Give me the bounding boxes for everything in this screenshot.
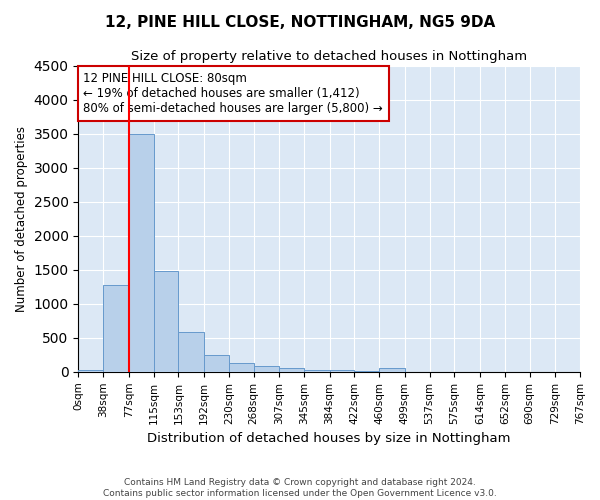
Bar [129,134,154,372]
Bar [154,271,178,372]
Bar [329,370,355,372]
Bar [379,368,405,372]
Bar [178,332,204,372]
Y-axis label: Number of detached properties: Number of detached properties [15,126,28,312]
Text: 12, PINE HILL CLOSE, NOTTINGHAM, NG5 9DA: 12, PINE HILL CLOSE, NOTTINGHAM, NG5 9DA [105,15,495,30]
Text: 12 PINE HILL CLOSE: 80sqm
← 19% of detached houses are smaller (1,412)
80% of se: 12 PINE HILL CLOSE: 80sqm ← 19% of detac… [83,72,383,114]
Text: Contains HM Land Registry data © Crown copyright and database right 2024.
Contai: Contains HM Land Registry data © Crown c… [103,478,497,498]
Bar [204,355,229,372]
Bar [103,286,129,372]
X-axis label: Distribution of detached houses by size in Nottingham: Distribution of detached houses by size … [148,432,511,445]
Title: Size of property relative to detached houses in Nottingham: Size of property relative to detached ho… [131,50,527,63]
Bar [304,370,329,372]
Bar [279,368,304,372]
Bar [229,363,254,372]
Bar [355,371,379,372]
Bar [79,370,103,372]
Bar [254,366,279,372]
